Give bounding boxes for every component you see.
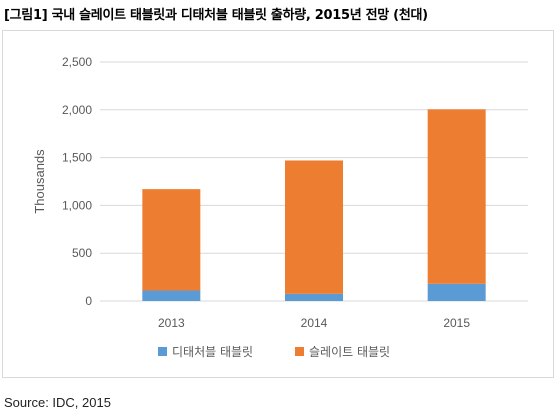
bar-slate-2014 [285,160,343,294]
bar-detachable-2014 [285,293,343,301]
y-axis-label: Thousands [32,149,47,214]
legend-label: 디태처블 태블릿 [172,345,253,359]
y-tick-label: 2,500 [62,55,92,69]
y-tick-label: 2,000 [62,103,92,117]
x-tick-label: 2015 [443,316,470,330]
y-tick-labels: 0 500 1,000 1,500 2,000 2,500 [62,55,92,308]
bar-detachable-2015 [427,283,486,301]
chart-frame [2,30,554,378]
bar-slate-2015 [427,109,486,284]
chart-title: [그림1] 국내 슬레이트 태블릿과 디태처블 태블릿 출하량, 2015년 전… [4,8,428,23]
y-tick-label: 1,500 [62,151,92,165]
source-note: Source: IDC, 2015 [4,395,111,410]
y-tick-label: 0 [85,294,92,308]
legend: 디태처블 태블릿 슬레이트 태블릿 [158,345,390,359]
legend-swatch [295,347,304,356]
bars [142,109,486,301]
bar-slate-2013 [142,189,201,291]
x-tick-label: 2013 [158,316,185,330]
y-tick-label: 1,000 [62,198,92,212]
x-tick-label: 2014 [301,316,328,330]
legend-swatch [158,347,167,356]
y-tick-label: 500 [72,246,92,260]
bar-detachable-2013 [142,290,201,301]
x-tick-labels: 2013 2014 2015 [158,316,470,330]
legend-label: 슬레이트 태블릿 [309,345,390,359]
